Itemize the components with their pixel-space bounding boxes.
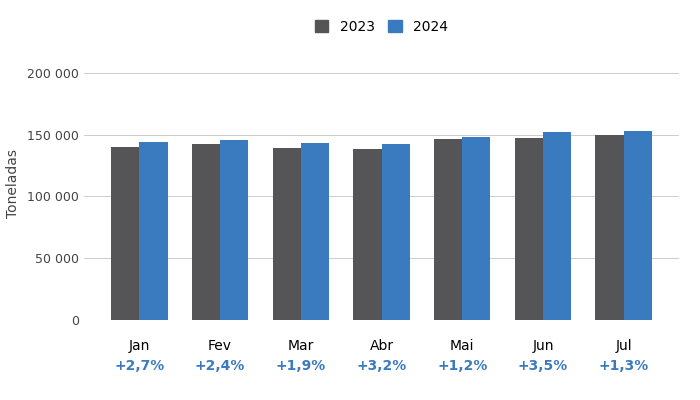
Bar [111, 147, 139, 320]
Text: 3: 3 [509, 184, 577, 278]
Text: +2,7%: +2,7% [114, 359, 164, 373]
Text: Abr: Abr [370, 340, 393, 354]
Y-axis label: Toneladas: Toneladas [6, 150, 20, 218]
Bar [139, 142, 167, 320]
Text: +1,3%: +1,3% [598, 359, 649, 373]
Bar [462, 137, 491, 320]
Text: Mar: Mar [288, 340, 314, 354]
Text: +3,2%: +3,2% [356, 359, 407, 373]
Text: +1,9%: +1,9% [276, 359, 326, 373]
Text: 3: 3 [267, 184, 335, 278]
Text: Fev: Fev [208, 340, 232, 354]
Text: +3,5%: +3,5% [518, 359, 568, 373]
Text: 3: 3 [106, 184, 173, 278]
Text: Jul: Jul [615, 340, 632, 354]
Text: +2,4%: +2,4% [195, 359, 245, 373]
Text: Mai: Mai [450, 340, 475, 354]
Text: +1,2%: +1,2% [437, 359, 487, 373]
Text: 3: 3 [428, 184, 496, 278]
Text: Jan: Jan [129, 340, 150, 354]
Bar [624, 132, 652, 320]
Bar [354, 149, 382, 320]
Legend: 2023, 2024: 2023, 2024 [309, 14, 454, 39]
Bar [192, 144, 220, 320]
Text: 3: 3 [590, 184, 657, 278]
Bar [220, 140, 248, 320]
Text: 3: 3 [348, 184, 415, 278]
Bar [382, 144, 409, 320]
Text: 3: 3 [186, 184, 254, 278]
Bar [596, 134, 624, 320]
Text: Jun: Jun [532, 340, 554, 354]
Bar [434, 140, 462, 320]
Bar [272, 148, 301, 320]
Bar [543, 132, 571, 320]
Bar [301, 143, 329, 320]
Bar [514, 138, 543, 320]
